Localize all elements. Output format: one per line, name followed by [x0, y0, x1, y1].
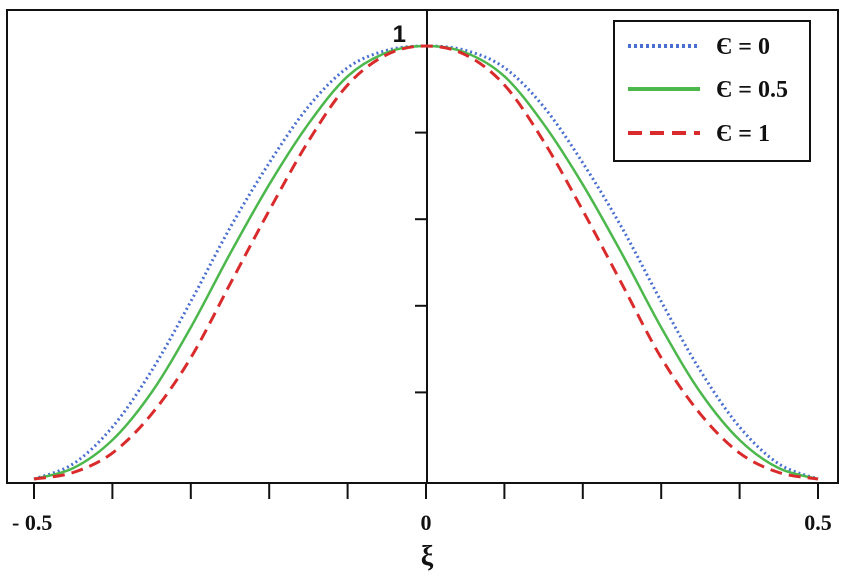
- tick-labels: - 0.5 0 0.5 1: [12, 21, 832, 535]
- x-tick-label: 0.5: [804, 510, 832, 535]
- series-layer: [33, 44, 819, 481]
- plot-frame: [6, 9, 839, 484]
- legend-label-2: Є = 0.5: [716, 77, 788, 103]
- x-tick-label: 0: [421, 510, 432, 535]
- x-axis-label: ξ: [421, 541, 434, 572]
- ticks: [33, 131, 819, 499]
- x-tick-label: - 0.5: [12, 510, 52, 535]
- series-line-3: [33, 44, 819, 481]
- legend: Є = 0 Є = 0.5 Є = 1: [613, 20, 811, 162]
- y-tick-label: 1: [393, 21, 406, 48]
- legend-label-1: Є = 0: [716, 34, 770, 60]
- legend-label-3: Є = 1: [716, 121, 770, 147]
